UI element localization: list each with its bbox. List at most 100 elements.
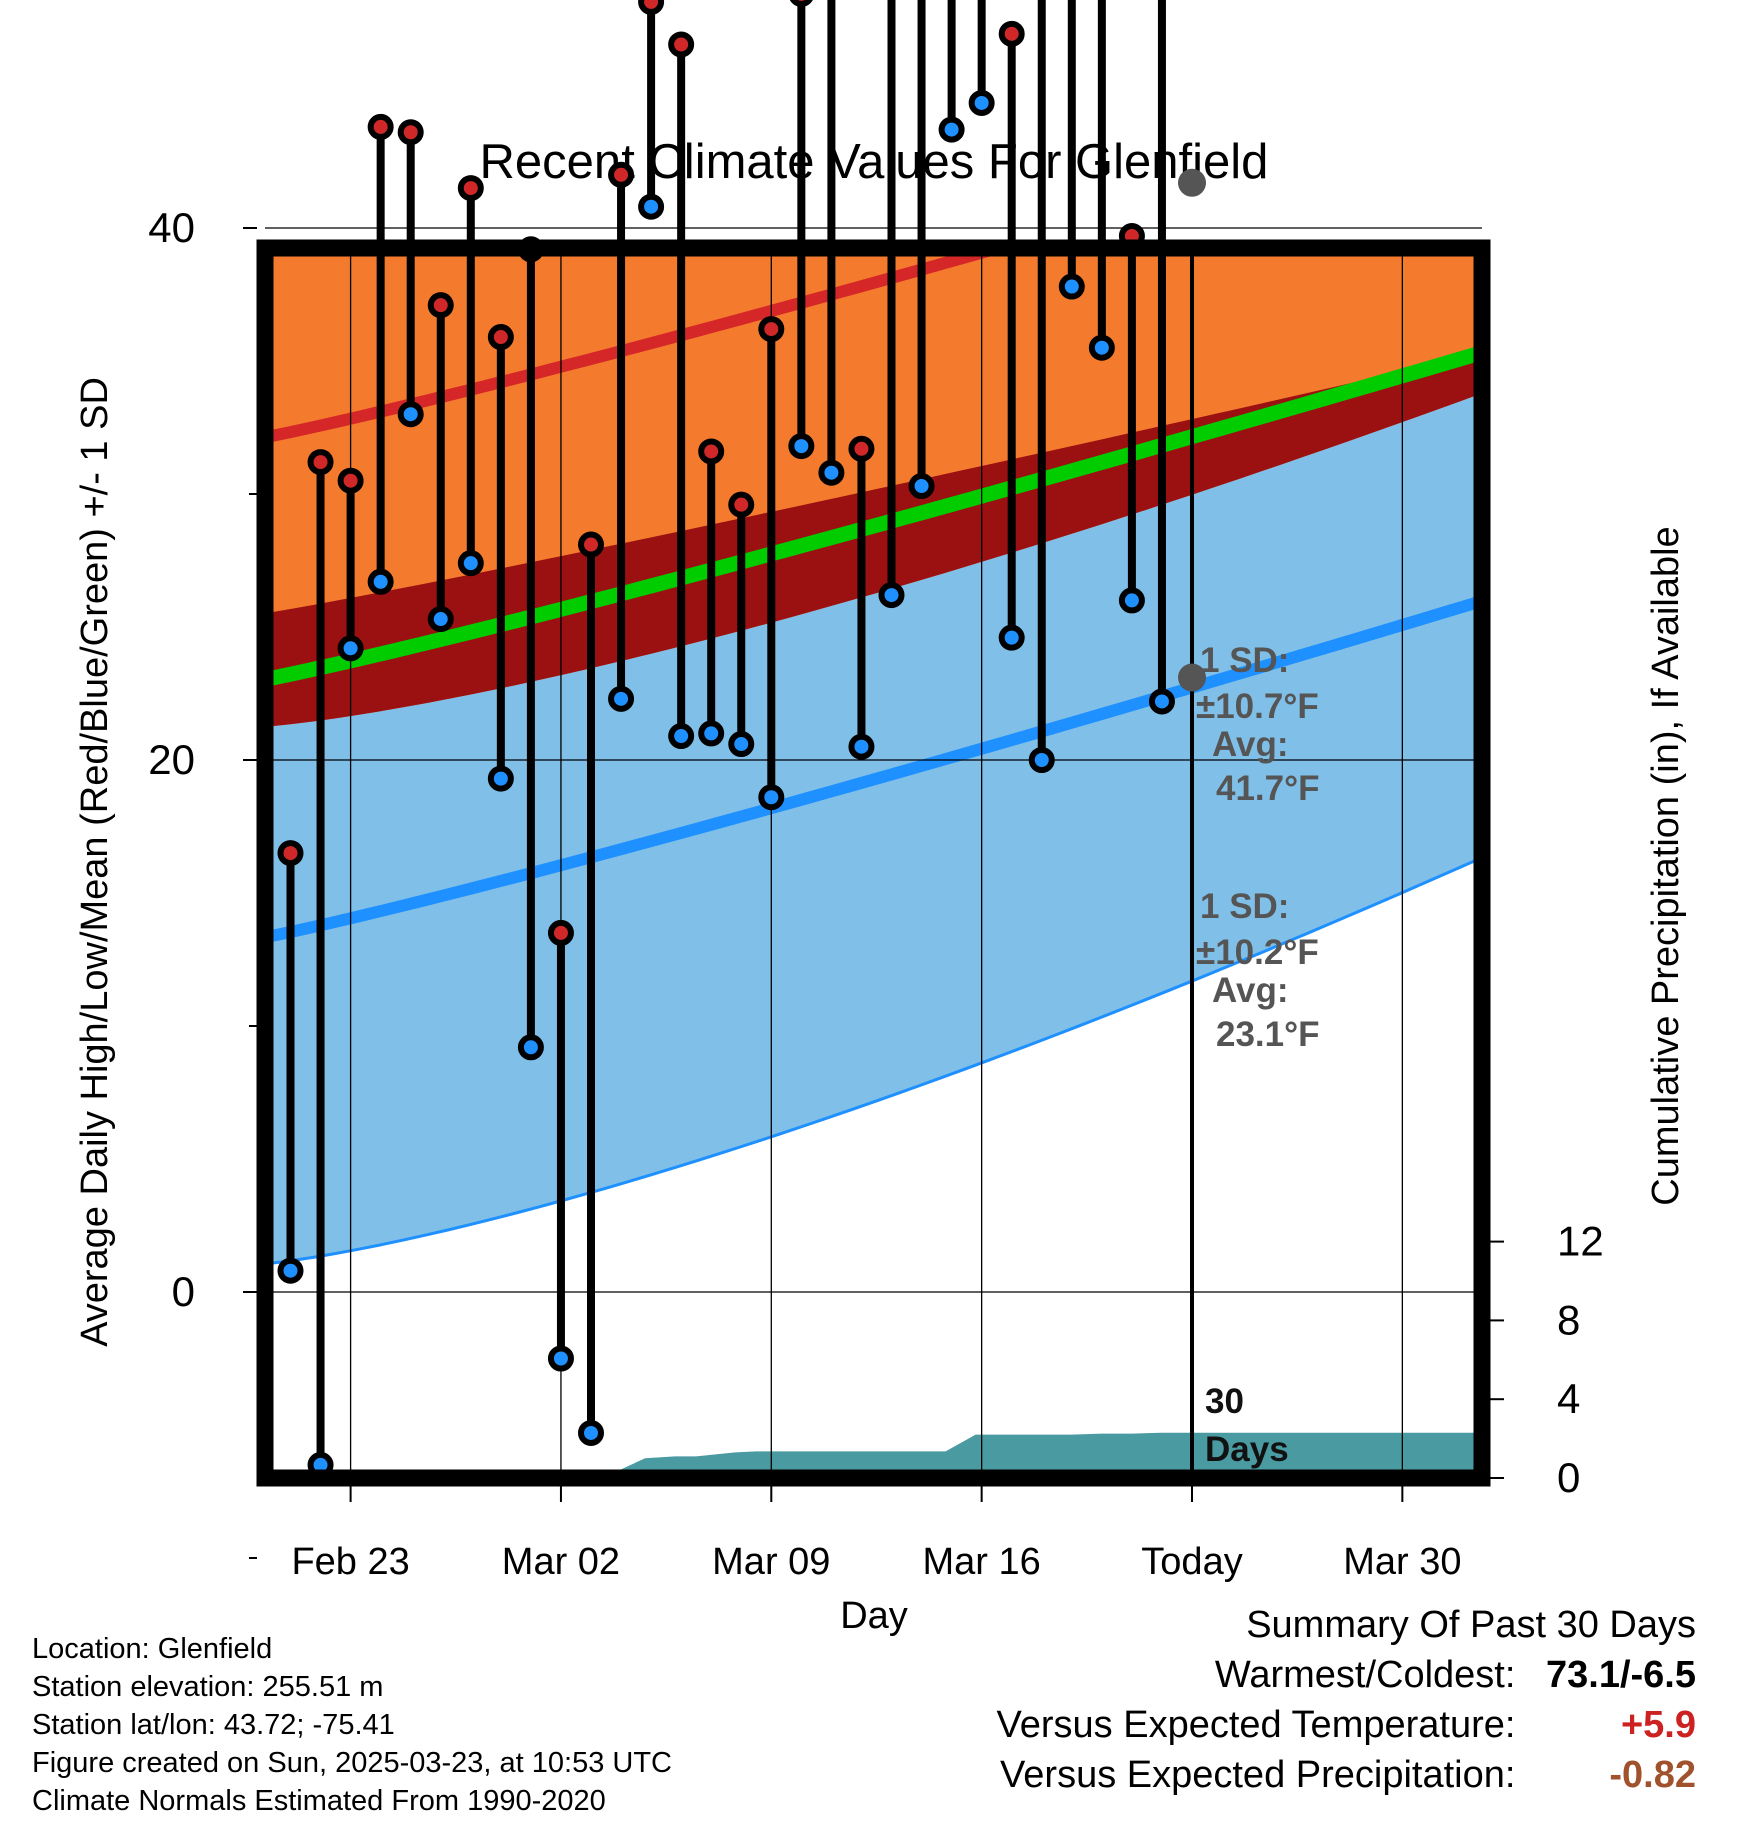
low-temp-point (608, 685, 635, 712)
low-temp-point (1148, 688, 1175, 715)
y-tick-label: 40 (148, 204, 195, 251)
summary-title: Summary Of Past 30 Days (1246, 1604, 1696, 1646)
precip-departure-value: -0.82 (1609, 1754, 1696, 1796)
y-tick-label: 0 (172, 1268, 195, 1315)
y2-axis-label: Cumulative Precipitation (in), If Availa… (1645, 526, 1687, 1205)
chart-title: Recent Climate Values For Glenfield (480, 135, 1269, 189)
low-temp-point (427, 606, 454, 633)
low-sd-annotation: 1 SD: (1200, 887, 1289, 926)
warmest-coldest-row: Warmest/Coldest: 73.1/-6.5 (997, 1650, 1696, 1700)
low-sd-annotation: Avg: (1212, 971, 1288, 1010)
station-info: Location: Glenfield Station elevation: 2… (32, 1630, 672, 1820)
high-temp-point (487, 324, 514, 351)
low-temp-point (397, 401, 424, 428)
low-temp-point (698, 720, 725, 747)
high-temp-point (698, 438, 725, 465)
low-temp-point (1088, 334, 1115, 361)
high-temp-point (307, 449, 334, 476)
y2-tick-label: 8 (1557, 1296, 1580, 1343)
low-temp-point (487, 765, 514, 792)
temp-departure-value: +5.9 (1620, 1704, 1696, 1746)
high-temp-point (397, 119, 424, 146)
high-temp-point (789, 0, 813, 7)
high-sd-annotation: ±10.7°F (1196, 687, 1319, 726)
normals-text: Climate Normals Estimated From 1990-2020 (32, 1785, 606, 1817)
high-temp-point (277, 840, 304, 867)
low-temp-point (848, 733, 875, 760)
normal-low-line (265, 594, 1482, 944)
y-tick-label: 20 (148, 736, 195, 783)
low-temp-point (277, 1257, 304, 1284)
warmest-coldest-label: Warmest/Coldest: (1214, 1654, 1516, 1696)
low-temp-point (668, 723, 695, 750)
low-temp-point (578, 1419, 604, 1446)
high-temp-point (998, 20, 1025, 47)
precip-days-label: Days (1205, 1430, 1289, 1469)
high-temp-point (638, 0, 665, 15)
temp-departure-row: Versus Expected Temperature: +5.9 (997, 1700, 1696, 1750)
location-text: Location: Glenfield (32, 1633, 273, 1665)
today-low-avg-marker (1178, 663, 1206, 692)
high-sd-annotation: 1 SD: (1200, 641, 1289, 680)
y2-tick-label: 0 (1557, 1454, 1580, 1501)
latlon-text: Station lat/lon: 43.72; -75.41 (32, 1709, 395, 1741)
high-temp-point (427, 292, 454, 319)
plot-frame (256, 239, 1491, 1487)
high-temp-point (547, 919, 574, 946)
low-temp-point (1118, 587, 1145, 614)
x-tick-label: Mar 02 (502, 1541, 620, 1583)
created-text: Figure created on Sun, 2025-03-23, at 10… (32, 1747, 672, 1779)
high-temp-point (668, 31, 695, 58)
low-temp-point (337, 635, 364, 662)
low-temp-point (638, 193, 665, 220)
low-temp-point (938, 116, 965, 143)
x-tick-label: Today (1141, 1541, 1242, 1583)
normal-mean-line (265, 344, 1482, 687)
x-tick-label: Feb 23 (291, 1541, 409, 1583)
low-temp-point (788, 433, 815, 460)
low-sd-annotation: 23.1°F (1216, 1015, 1320, 1054)
low-temp-point (998, 624, 1025, 651)
low-temp-point (457, 550, 484, 577)
precip-departure-row: Versus Expected Precipitation: -0.82 (997, 1750, 1696, 1800)
summary-panel: Summary Of Past 30 Days Warmest/Coldest:… (997, 1600, 1696, 1800)
low-temp-point (547, 1345, 574, 1372)
low-temp-point (878, 582, 905, 609)
high-temp-point (758, 316, 785, 343)
y-axis-label: Average Daily High/Low/Mean (Red/Blue/Gr… (74, 377, 116, 1347)
high-temp-point (367, 113, 394, 140)
x-tick-label: Mar 16 (923, 1541, 1041, 1583)
low-temp-point (818, 459, 845, 486)
high-sd-annotation: 41.7°F (1216, 769, 1320, 808)
precip-area (265, 1432, 1482, 1478)
today-high-avg-marker (1178, 168, 1206, 197)
low-temp-point (908, 473, 935, 500)
low-temp-point (517, 1034, 544, 1061)
x-tick-label: Mar 09 (712, 1541, 830, 1583)
precip-days-label: 30 (1205, 1382, 1244, 1421)
low-temp-point (758, 784, 785, 811)
low-temp-point (968, 89, 995, 116)
high-temp-point (608, 161, 635, 188)
high-temp-point (728, 491, 755, 518)
high-temp-point (457, 175, 484, 202)
low-sd-annotation: ±10.2°F (1196, 933, 1319, 972)
plot-clip-group (265, 248, 1482, 1478)
y2-tick-label: 4 (1557, 1375, 1580, 1422)
low-temp-point (1058, 273, 1085, 300)
x-axis-label: Day (840, 1595, 908, 1637)
high-temp-point (337, 467, 364, 494)
high-temp-point (848, 435, 875, 462)
x-tick-label: Mar 30 (1343, 1541, 1461, 1583)
high-temp-point (578, 531, 604, 558)
elevation-text: Station elevation: 255.51 m (32, 1671, 384, 1703)
low-temp-point (728, 731, 755, 758)
high-sd-annotation: Avg: (1212, 725, 1288, 764)
temp-departure-label: Versus Expected Temperature: (996, 1704, 1516, 1746)
warmest-coldest-value: 73.1/-6.5 (1546, 1654, 1696, 1696)
precip-departure-label: Versus Expected Precipitation: (1000, 1754, 1516, 1796)
low-temp-point (367, 568, 394, 595)
y2-tick-label: 12 (1557, 1218, 1604, 1265)
